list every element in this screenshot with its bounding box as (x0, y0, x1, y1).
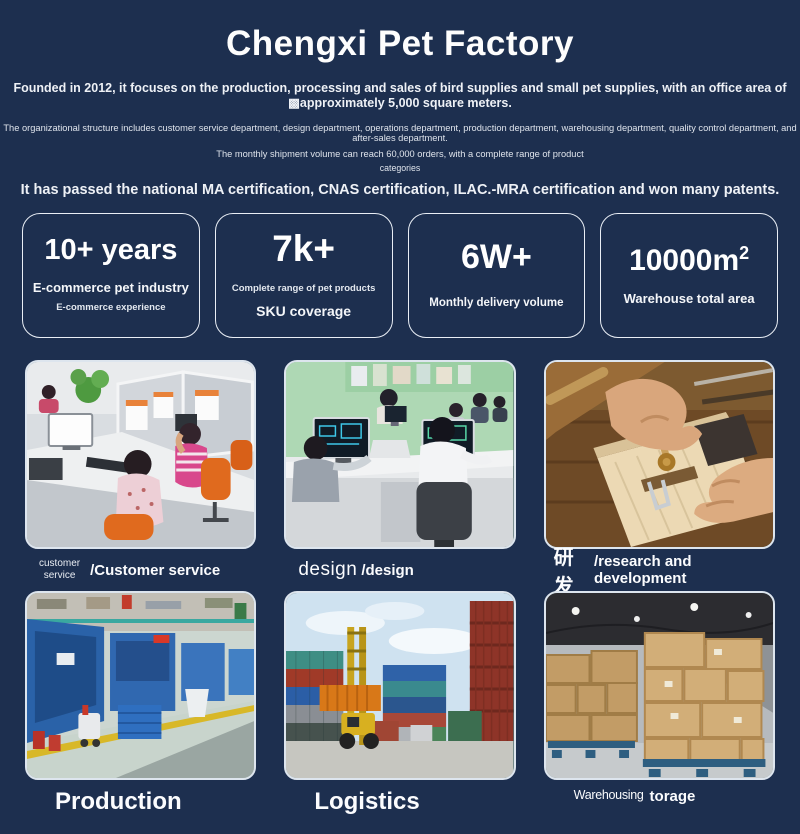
stat-value-years: 10+ years (44, 233, 178, 266)
stat-value-delivery: 6W+ (460, 237, 532, 276)
intro-line-2: The organizational structure includes cu… (3, 123, 797, 143)
page-title: Chengxi Pet Factory (226, 24, 574, 63)
logistics-photo (284, 591, 516, 780)
stat-card-years: 10+ years E-commerce pet industry E-comm… (22, 213, 200, 338)
intro-line-4: categories (379, 163, 421, 173)
container-yard-illustration (286, 593, 514, 778)
warehouse-boxes-illustration (545, 593, 773, 778)
stat-sublabel: E-commerce experience (56, 302, 166, 314)
cell-design: design /design (284, 360, 516, 591)
production-photo (25, 591, 257, 780)
stats-row: 10+ years E-commerce pet industry E-comm… (0, 213, 800, 338)
stat-value-warehouse: 10000m2 (629, 242, 750, 277)
caption-main: Logistics (314, 788, 420, 815)
caption-customer-service: customer service /Customer service (25, 549, 256, 591)
caption-design: design /design (284, 549, 515, 591)
page: Chengxi Pet Factory Founded in 2012, it … (0, 24, 800, 815)
cell-research-development: 研发 /research and development (543, 360, 775, 598)
caption-main: /Customer service (90, 561, 221, 579)
caption-research-development: 研发 /research and development (544, 547, 775, 598)
stat-value-sku: 7k+ (272, 228, 335, 270)
intro-line-1: Founded in 2012, it focuses on the produ… (13, 81, 787, 110)
caption-main: /research and development (593, 553, 692, 587)
intro-line-3: The monthly shipment volume can reach 60… (216, 149, 584, 159)
certification-line: It has passed the national MA certificat… (20, 182, 780, 198)
design-photo (284, 360, 516, 549)
research-development-photo (543, 360, 775, 549)
stat-card-sku: 7k+ Complete range of pet products SKU c… (214, 213, 393, 338)
cell-customer-service: customer service /Customer service (25, 360, 257, 591)
stat-label: Monthly delivery volume (429, 296, 564, 309)
design-office-illustration (286, 362, 514, 547)
woodworking-illustration (545, 362, 773, 547)
stat-card-warehouse: 10000m2 Warehouse total area (600, 213, 778, 338)
caption-main: Production (55, 788, 182, 815)
factory-illustration (27, 593, 255, 778)
caption-small: customer service (39, 557, 81, 582)
cell-warehousing: Warehousing torage (543, 591, 775, 834)
warehousing-photo (543, 591, 775, 780)
caption-main: /design (361, 561, 414, 579)
caption-logistics: Logistics (284, 780, 515, 834)
stat-sublabel: SKU coverage (256, 302, 352, 319)
caption-warehousing: Warehousing torage (544, 780, 775, 834)
stat-label: Warehouse total area (623, 290, 755, 306)
cell-production: Production (25, 591, 257, 834)
customer-service-photo (25, 360, 257, 549)
superscript: 2 (739, 242, 750, 263)
stat-card-delivery: 6W+ Monthly delivery volume (407, 213, 586, 338)
caption-production: Production (25, 780, 256, 834)
stat-label: E-commerce pet industry (32, 279, 189, 295)
caption-small: design (298, 559, 358, 580)
stat-label: Complete range of pet products (231, 283, 376, 295)
customer-service-office-illustration (27, 362, 255, 547)
photo-grid: customer service /Customer service (0, 360, 800, 834)
caption-small: Warehousing (573, 788, 644, 802)
caption-main: torage (649, 788, 696, 805)
cell-logistics: Logistics (284, 591, 516, 834)
